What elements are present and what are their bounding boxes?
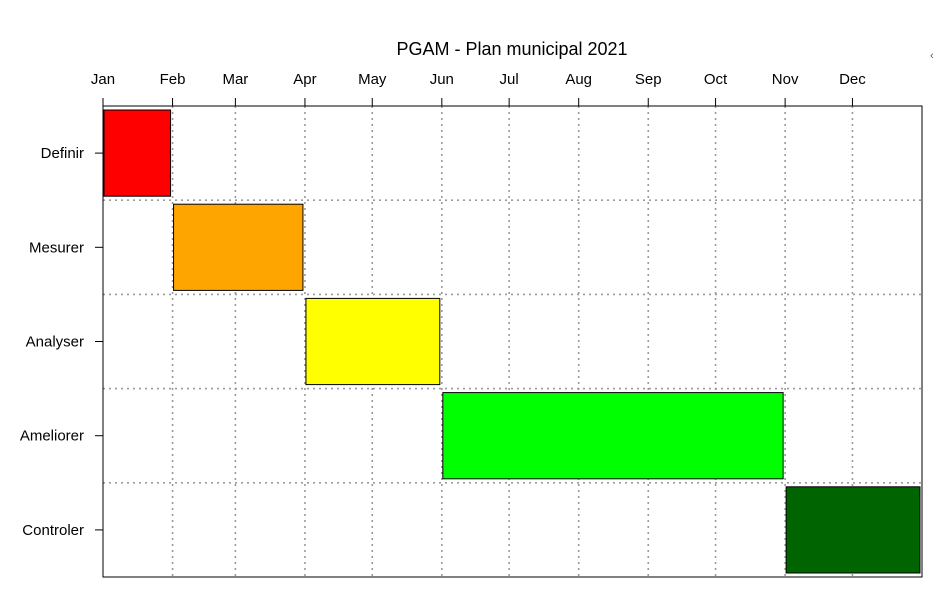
x-tick-label: May	[358, 71, 387, 88]
gantt-bar	[305, 297, 441, 386]
y-category-label: Definir	[41, 145, 84, 162]
axis-layer: Jan Feb Mar Apr May Jun Jul Aug Sep Oct Nov Dec Defi…	[20, 71, 866, 539]
plot-frame	[102, 105, 923, 578]
x-tick-label: Oct	[704, 71, 728, 88]
x-tick-label: Mar	[222, 71, 248, 88]
x-tick-label: Jun	[430, 71, 454, 88]
grid-layer	[103, 106, 922, 577]
x-tick-label: Sep	[635, 71, 662, 88]
chart-title: PGAM - Plan municipal 2021	[396, 39, 627, 59]
x-tick-label: Dec	[839, 71, 866, 88]
x-tick-label: Jul	[500, 71, 519, 88]
gantt-bar	[785, 486, 921, 574]
bars-layer	[103, 109, 921, 574]
gantt-bar	[442, 392, 784, 480]
y-category-label: Controler	[22, 522, 84, 539]
x-tick-label: Apr	[293, 71, 316, 88]
y-category-label: Mesurer	[29, 239, 84, 256]
gantt-bar	[173, 203, 304, 291]
x-tick-label: Aug	[565, 71, 592, 88]
x-tick-label: Feb	[160, 71, 186, 88]
y-category-label: Ameliorer	[20, 428, 84, 445]
x-tick-label: Jan	[91, 71, 115, 88]
gantt-bar	[103, 109, 172, 197]
y-category-label: Analyser	[26, 334, 84, 351]
edge-glyph: ‹	[930, 50, 934, 62]
x-tick-label: Nov	[772, 71, 799, 88]
